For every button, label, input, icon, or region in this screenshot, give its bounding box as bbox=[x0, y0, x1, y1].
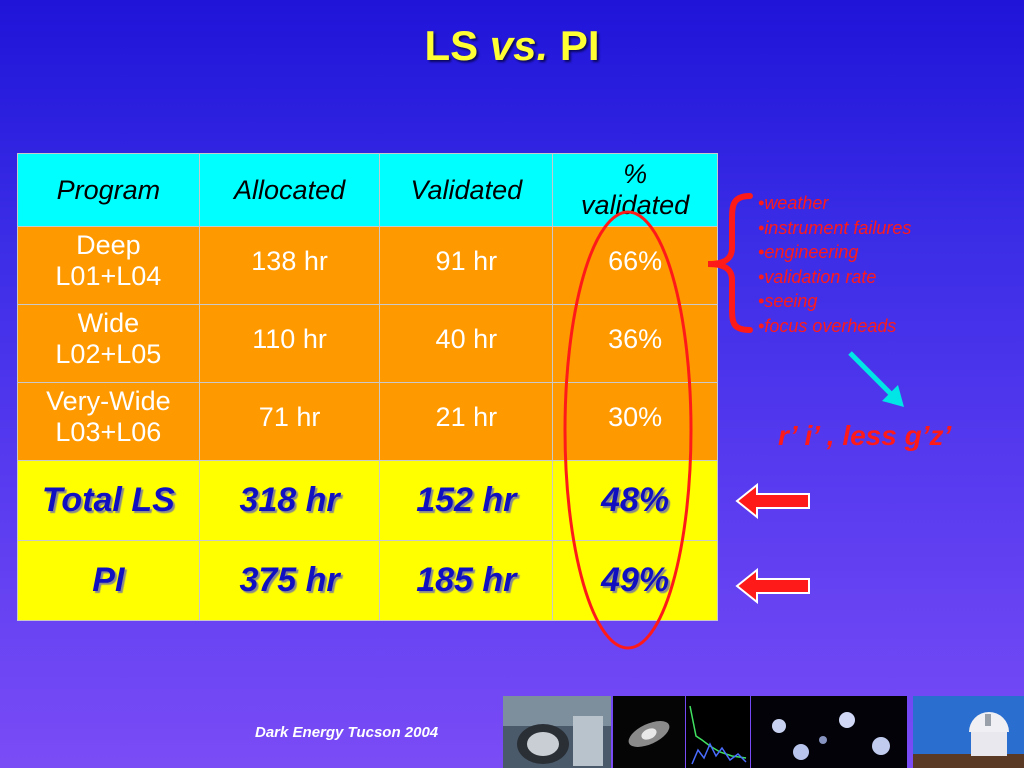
validated-cell: 91 hr bbox=[379, 226, 554, 305]
percent-cell: 49% bbox=[552, 540, 718, 621]
program-cell: Very-Wide L03+L06 bbox=[17, 382, 200, 461]
title-main: LS bbox=[424, 22, 479, 69]
pi-row: PI 375 hr 185 hr 49% bbox=[17, 540, 718, 621]
allocated-cell: 110 hr bbox=[198, 304, 381, 383]
cause-list: weather instrument failures engineering … bbox=[758, 191, 911, 339]
percent-cell: 36% bbox=[552, 304, 718, 383]
list-item: weather bbox=[758, 191, 911, 216]
title-tail: PI bbox=[559, 22, 600, 69]
program-cell: Deep L01+L04 bbox=[17, 226, 200, 305]
left-arrow-icon bbox=[735, 568, 810, 604]
lab-photo-thumbnail bbox=[503, 696, 611, 768]
footer-text: Dark Energy Tucson 2004 bbox=[255, 724, 439, 741]
program-cell: PI bbox=[17, 540, 200, 621]
table-row: Wide L02+L05 110 hr 40 hr 36% bbox=[17, 304, 718, 383]
program-cell: Total LS bbox=[17, 460, 200, 541]
program-table: Program Allocated Validated % validated … bbox=[17, 153, 718, 621]
validated-cell: 152 hr bbox=[379, 460, 554, 541]
list-item: instrument failures bbox=[758, 216, 911, 241]
list-item: seeing bbox=[758, 289, 911, 314]
allocated-cell: 318 hr bbox=[198, 460, 381, 541]
list-item: engineering bbox=[758, 240, 911, 265]
list-item: validation rate bbox=[758, 265, 911, 290]
validated-cell: 40 hr bbox=[379, 304, 554, 383]
program-cell: Wide L02+L05 bbox=[17, 304, 200, 383]
title-vs: vs. bbox=[489, 22, 549, 69]
allocated-cell: 375 hr bbox=[198, 540, 381, 621]
allocated-cell: 71 hr bbox=[198, 382, 381, 461]
spectrum-plot-thumbnail bbox=[686, 696, 750, 768]
galaxy-cluster-thumbnail bbox=[751, 696, 907, 768]
curly-brace-icon bbox=[707, 193, 753, 333]
allocated-cell: 138 hr bbox=[198, 226, 381, 305]
slide-title: LS vs. PI bbox=[0, 22, 1024, 70]
observatory-dome-thumbnail bbox=[913, 696, 1024, 768]
validated-cell: 21 hr bbox=[379, 382, 554, 461]
table-header-row: Program Allocated Validated % validated bbox=[17, 153, 718, 227]
validated-cell: 185 hr bbox=[379, 540, 554, 621]
list-item: focus overheads bbox=[758, 314, 911, 339]
galaxy-photo-thumbnail bbox=[613, 696, 685, 768]
left-arrow-icon bbox=[735, 483, 810, 519]
highlight-ellipse bbox=[563, 210, 693, 650]
header-program: Program bbox=[17, 153, 200, 227]
diagonal-arrow-icon bbox=[848, 351, 904, 407]
header-validated: Validated bbox=[379, 153, 554, 227]
filter-note: r’ i’ , less g’z’ bbox=[778, 420, 952, 451]
header-allocated: Allocated bbox=[198, 153, 381, 227]
